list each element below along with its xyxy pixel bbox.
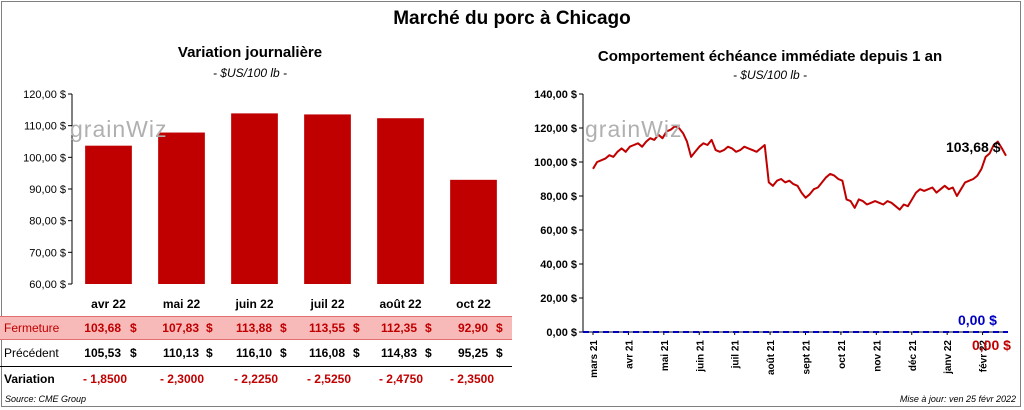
row-label: Précédent xyxy=(4,346,59,360)
y-tick-label: 120,00 $ xyxy=(23,89,66,101)
y-tick-label: 40,00 $ xyxy=(540,259,577,271)
zero-line-label-blue: 0,00 $ xyxy=(958,312,997,328)
x-tick-label: oct 21 xyxy=(837,340,848,369)
source-note: Source: CME Group xyxy=(5,394,87,404)
x-tick-label: avr 22 xyxy=(91,297,126,311)
currency-sign: $ xyxy=(130,346,137,360)
table-separator xyxy=(0,366,512,367)
x-tick-label: mai 21 xyxy=(660,340,671,372)
table-cell: 116,10 xyxy=(235,346,272,360)
y-tick-label: 100,00 $ xyxy=(23,152,66,164)
y-tick-label: 80,00 $ xyxy=(29,216,66,228)
table-cell: 92,90 xyxy=(457,321,488,335)
table-cell: 95,25 xyxy=(457,346,488,360)
x-tick-label: mars 21 xyxy=(589,340,600,378)
y-tick-label: 60,00 $ xyxy=(29,279,66,291)
x-tick-label: août 22 xyxy=(379,297,421,311)
bar xyxy=(450,179,497,284)
y-tick-label: 120,00 $ xyxy=(534,123,577,135)
page-title: Marché du porc à Chicago xyxy=(393,8,631,29)
x-tick-label: nov 21 xyxy=(872,340,883,372)
y-tick-label: 0,00 $ xyxy=(546,327,577,339)
table-cell: 107,83 xyxy=(162,321,199,335)
x-tick-label: juin 21 xyxy=(695,340,706,373)
x-tick-label: févr 22 xyxy=(979,340,990,373)
y-tick-label: 70,00 $ xyxy=(29,247,66,259)
currency-sign: $ xyxy=(206,321,213,335)
table-row-variation: Variation - 1,8500 - 2,3000 - 2,2250 - 2… xyxy=(0,368,512,390)
right-chart-subtitle: - $US/100 lb - xyxy=(732,68,808,82)
left-chart-title: Variation journalière xyxy=(177,44,323,61)
table-cell: 113,55 xyxy=(308,321,345,335)
y-tick-label: 100,00 $ xyxy=(534,157,577,169)
currency-sign: $ xyxy=(496,346,503,360)
x-tick-label: juil 22 xyxy=(309,297,344,311)
y-tick-label: 110,00 $ xyxy=(24,121,66,133)
x-tick-label: juil 21 xyxy=(731,340,742,370)
x-tick-label: août 21 xyxy=(766,340,777,375)
x-tick-label: déc 21 xyxy=(908,340,919,372)
currency-sign: $ xyxy=(425,346,432,360)
y-tick-label: 80,00 $ xyxy=(540,191,577,203)
x-tick-label: janv 22 xyxy=(943,340,954,375)
currency-sign: $ xyxy=(280,346,287,360)
bar xyxy=(304,114,351,284)
currency-sign: $ xyxy=(130,321,137,335)
y-tick-label: 60,00 $ xyxy=(540,225,577,237)
row-label: Fermeture xyxy=(4,321,60,335)
last-value-label: 103,68 $ xyxy=(946,139,1001,155)
y-tick-label: 140,00 $ xyxy=(534,89,577,101)
update-note: Mise à jour: ven 25 févr 2022 xyxy=(899,394,1016,404)
x-tick-label: juin 22 xyxy=(234,297,273,311)
y-tick-label: 20,00 $ xyxy=(540,293,577,305)
currency-sign: $ xyxy=(496,321,503,335)
left-watermark-logo: grainWiz xyxy=(70,116,168,142)
zero-line-label-red: 0,00 $ xyxy=(972,337,1011,353)
row-label: Variation xyxy=(4,372,55,386)
bar xyxy=(231,113,278,284)
table-cell: - 2,2250 xyxy=(233,372,278,386)
currency-sign: $ xyxy=(206,346,213,360)
bar xyxy=(158,132,205,284)
currency-sign: $ xyxy=(280,321,287,335)
y-tick-label: 90,00 $ xyxy=(29,184,66,196)
table-cell: - 2,4750 xyxy=(378,372,423,386)
table-cell: 116,08 xyxy=(308,346,345,360)
currency-sign: $ xyxy=(353,346,360,360)
right-watermark-logo: grainWiz xyxy=(585,116,683,142)
right-chart-title: Comportement échéance immédiate depuis 1… xyxy=(597,48,943,65)
x-tick-label: oct 22 xyxy=(456,297,491,311)
bar xyxy=(377,118,424,284)
line-chart: 0,00 $ 20,00 $ 40,00 $ 60,00 $ 80,00 $ 100,00… xyxy=(534,89,1008,378)
table-cell: 112,35 xyxy=(380,321,417,335)
x-tick-label: avr 21 xyxy=(624,340,635,369)
x-tick-label: mai 22 xyxy=(163,297,201,311)
bar-chart: 60,00 $ 70,00 $ 80,00 $ 90,00 $ 100,00 $ 110,… xyxy=(23,89,497,311)
table-cell: 103,68 xyxy=(84,321,121,335)
table-cell: - 1,8500 xyxy=(82,372,127,386)
table-cell: - 2,5250 xyxy=(306,372,351,386)
table-row-fermeture: Fermeture 103,68 $ 107,83 $ 113,88 $ 113,55… xyxy=(0,316,512,340)
table-cell: 114,83 xyxy=(380,346,417,360)
table-cell: 113,88 xyxy=(235,321,272,335)
table-row-precedent: Précédent 105,53 $ 110,13 $ 116,10 $ 116,08… xyxy=(0,342,512,364)
currency-sign: $ xyxy=(425,321,432,335)
table-cell: - 2,3000 xyxy=(159,372,204,386)
left-chart-subtitle: - $US/100 lb - xyxy=(212,66,288,80)
price-series-line xyxy=(592,125,1007,211)
table-cell: - 2,3500 xyxy=(449,372,494,386)
table-cell: 110,13 xyxy=(162,346,199,360)
currency-sign: $ xyxy=(353,321,360,335)
bar xyxy=(85,145,132,284)
x-tick-label: sept 21 xyxy=(802,340,813,375)
table-cell: 105,53 xyxy=(84,346,121,360)
